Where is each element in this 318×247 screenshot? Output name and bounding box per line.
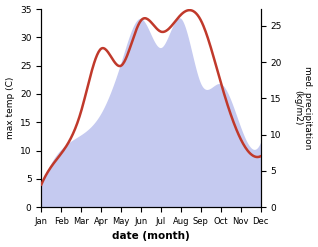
X-axis label: date (month): date (month)	[112, 231, 190, 242]
Y-axis label: med. precipitation
(kg/m2): med. precipitation (kg/m2)	[293, 66, 313, 150]
Y-axis label: max temp (C): max temp (C)	[5, 77, 15, 139]
